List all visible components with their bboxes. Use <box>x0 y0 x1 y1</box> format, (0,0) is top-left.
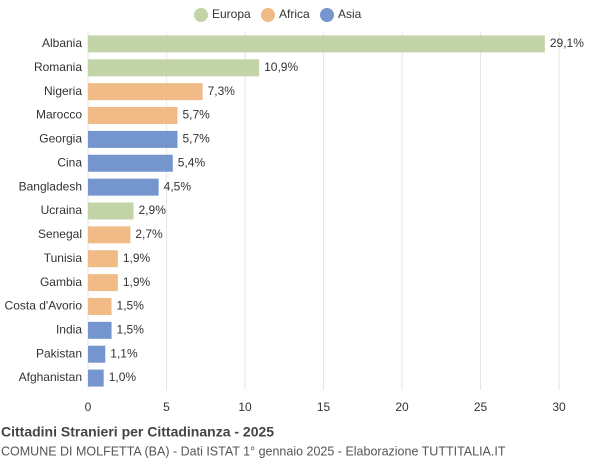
bar <box>88 178 159 196</box>
bar <box>88 369 104 387</box>
bar <box>88 202 134 220</box>
chart-title: Cittadini Stranieri per Cittadinanza - 2… <box>1 424 274 440</box>
value-label: 29,1% <box>550 36 584 50</box>
y-tick-label: Pakistan <box>36 346 82 360</box>
bar <box>88 59 260 77</box>
chart-subtitle: COMUNE DI MOLFETTA (BA) - Dati ISTAT 1° … <box>1 444 506 458</box>
x-tick-label: 0 <box>85 400 92 414</box>
y-tick-label: Georgia <box>39 132 82 146</box>
legend-label: Europa <box>212 7 251 21</box>
value-label: 5,7% <box>182 132 210 146</box>
bar <box>88 297 112 315</box>
bar <box>88 107 178 125</box>
value-label: 1,0% <box>109 370 137 384</box>
value-label: 1,9% <box>123 275 151 289</box>
x-tick-label: 30 <box>552 400 566 414</box>
bar <box>88 35 545 53</box>
value-label: 4,5% <box>164 179 192 193</box>
x-tick-label: 25 <box>474 400 488 414</box>
bar <box>88 345 106 363</box>
y-tick-label: Albania <box>42 36 82 50</box>
x-tick-label: 15 <box>317 400 331 414</box>
y-tick-label: India <box>56 323 82 337</box>
bar <box>88 226 131 244</box>
x-tick-label: 5 <box>163 400 170 414</box>
y-tick-label: Afghanistan <box>19 370 82 384</box>
bar <box>88 83 203 101</box>
y-tick-label: Tunisia <box>44 251 83 265</box>
bar <box>88 250 118 268</box>
value-label: 5,4% <box>178 155 206 169</box>
legend-marker <box>320 8 334 22</box>
bar <box>88 274 118 292</box>
x-tick-label: 10 <box>238 400 252 414</box>
y-tick-label: Marocco <box>36 108 82 122</box>
value-label: 1,1% <box>110 346 138 360</box>
y-tick-label: Gambia <box>40 275 82 289</box>
legend-label: Asia <box>338 7 362 21</box>
value-label: 10,9% <box>264 60 298 74</box>
y-tick-label: Nigeria <box>44 84 82 98</box>
legend-label: Africa <box>279 7 310 21</box>
y-tick-label: Costa d'Avorio <box>5 299 83 313</box>
bar <box>88 321 112 339</box>
value-label: 7,3% <box>208 84 236 98</box>
legend-marker <box>261 8 275 22</box>
y-tick-label: Senegal <box>38 227 82 241</box>
value-label: 2,7% <box>135 227 163 241</box>
bar <box>88 154 173 172</box>
legend-marker <box>194 8 208 22</box>
value-label: 5,7% <box>182 108 210 122</box>
x-tick-label: 20 <box>395 400 409 414</box>
value-label: 1,5% <box>117 299 145 313</box>
y-tick-label: Bangladesh <box>19 179 82 193</box>
value-label: 1,9% <box>123 251 151 265</box>
value-label: 2,9% <box>139 203 167 217</box>
y-tick-label: Cina <box>57 155 82 169</box>
value-label: 1,5% <box>117 323 145 337</box>
y-tick-label: Romania <box>34 60 82 74</box>
bar <box>88 130 178 148</box>
y-tick-label: Ucraina <box>41 203 83 217</box>
